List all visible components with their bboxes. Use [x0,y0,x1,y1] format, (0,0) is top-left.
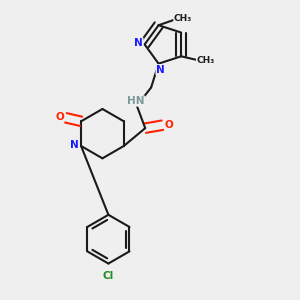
Text: N: N [134,38,143,48]
Text: O: O [55,112,64,122]
Text: HN: HN [127,96,145,106]
Text: N: N [156,64,165,75]
Text: CH₃: CH₃ [196,56,215,65]
Text: Cl: Cl [103,271,114,281]
Text: O: O [165,120,173,130]
Text: N: N [70,140,79,150]
Text: CH₃: CH₃ [174,14,192,23]
